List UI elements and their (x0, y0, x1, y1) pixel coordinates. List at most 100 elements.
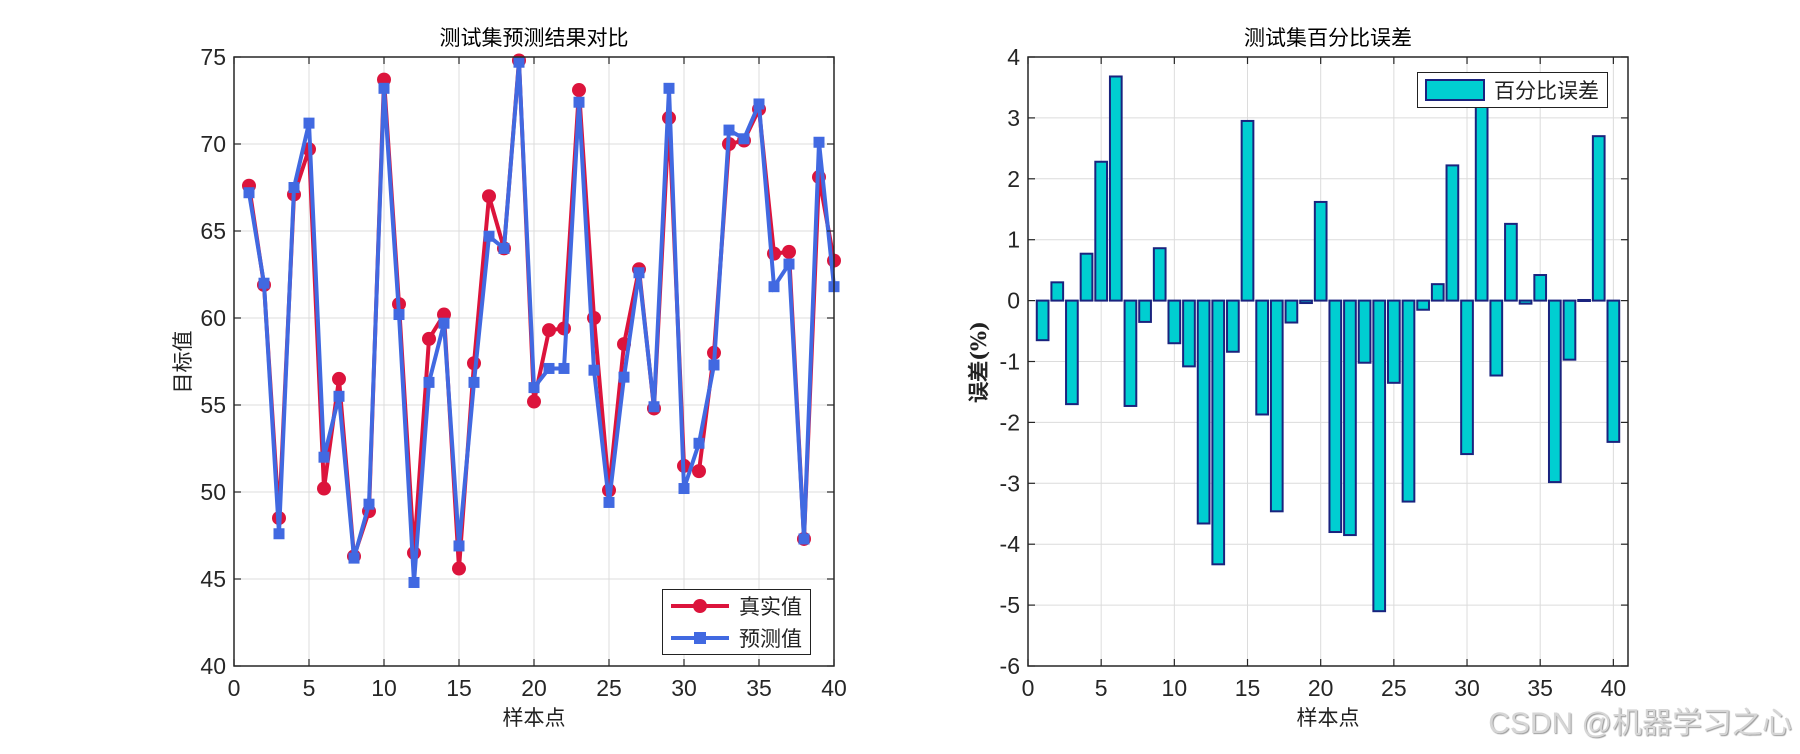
bar (1196, 299, 1211, 525)
data-point-circle (482, 189, 496, 204)
bar (1533, 274, 1548, 302)
x-tick-label: 15 (1235, 675, 1261, 701)
data-point-square (573, 96, 585, 108)
data-point-circle (422, 331, 436, 346)
bar (1035, 299, 1050, 342)
data-point-square (453, 540, 465, 552)
line-series-group (242, 53, 841, 588)
bar (1328, 299, 1343, 534)
bar (1211, 299, 1226, 566)
data-point-square (693, 437, 705, 449)
y-tick-label: 2 (1007, 166, 1020, 192)
y-tick-label: -1 (1000, 349, 1020, 375)
x-tick-label: 25 (1381, 675, 1407, 701)
data-point-square (588, 364, 600, 376)
data-point-square (258, 277, 270, 289)
data-point-square (738, 133, 750, 145)
x-tick-label: 20 (1308, 675, 1334, 701)
data-point-square (408, 576, 420, 588)
y-tick-label: 75 (200, 44, 226, 70)
x-tick-label: 10 (371, 675, 397, 701)
bar (1489, 299, 1504, 377)
bar (1401, 299, 1416, 503)
data-point-square (813, 136, 825, 148)
data-point-circle (317, 481, 331, 496)
bar (1460, 299, 1474, 456)
y-tick-label: 0 (1007, 288, 1020, 314)
data-point-circle (782, 244, 796, 259)
x-tick-label: 30 (1454, 675, 1480, 701)
data-point-circle (452, 561, 466, 576)
data-point-circle (692, 464, 706, 479)
bar (1357, 299, 1372, 364)
legend-label-actual: 真实值 (739, 595, 802, 619)
data-point-square (483, 230, 495, 242)
bar (1313, 200, 1328, 302)
data-point-square (333, 390, 345, 402)
bar (1416, 299, 1430, 311)
bar (1108, 75, 1123, 302)
bar (1123, 299, 1138, 407)
bar (1606, 299, 1621, 443)
data-point-square (618, 371, 630, 383)
x-tick-label: 5 (303, 675, 316, 701)
y-tick-label: -2 (1000, 409, 1020, 435)
data-point-circle (332, 371, 346, 386)
y-tick-label: 45 (200, 566, 226, 592)
bar (1152, 247, 1167, 302)
data-point-square (468, 376, 480, 388)
left-chart-title: 测试集预测结果对比 (439, 26, 629, 50)
legend-item-percent-error: 百分比误差 (1418, 73, 1607, 107)
data-point-square (513, 56, 525, 68)
bar-swatch-icon (1425, 79, 1485, 101)
left-chart-ylabel: 目标值 (171, 330, 195, 394)
bar (1094, 160, 1109, 302)
data-point-circle (527, 394, 541, 409)
data-point-square (423, 376, 435, 388)
data-point-square (393, 309, 405, 321)
bar (1050, 281, 1065, 302)
right-chart-title: 测试集百分比误差 (1244, 26, 1412, 50)
right-chart-legend: 百分比误差 (1417, 72, 1608, 108)
data-point-square (633, 267, 645, 279)
data-point-square (363, 498, 375, 510)
axes-frame: 0 5 10 15 20 25 30 35 40 -6 -5 -4 -3 -2 -1 0 1 2 3 4 (1000, 44, 1629, 701)
bar (1284, 299, 1299, 324)
x-tick-label: 25 (596, 675, 622, 701)
bar (1577, 298, 1591, 302)
watermark-text: CSDN @机器学习之心 (1488, 707, 1792, 740)
data-point-square (378, 82, 390, 94)
bar (1065, 299, 1079, 406)
data-point-square (603, 496, 615, 508)
x-tick-label: 40 (821, 675, 847, 701)
circle-marker-icon (671, 599, 729, 613)
x-tick-label: 10 (1162, 675, 1188, 701)
bar (1430, 283, 1445, 302)
y-tick-label: 65 (200, 218, 226, 244)
x-tick-label: 0 (1022, 675, 1035, 701)
y-tick-label: 4 (1007, 44, 1020, 70)
right-chart-xlabel: 样本点 (1296, 706, 1360, 730)
right-chart-ylabel: 误差(%) (966, 321, 991, 403)
legend-item-predicted: 预测值 (663, 622, 810, 654)
data-point-square (648, 401, 660, 413)
data-point-square (708, 359, 720, 371)
data-point-square (798, 533, 810, 545)
data-point-circle (572, 83, 586, 98)
x-tick-label: 20 (521, 675, 547, 701)
bar (1255, 299, 1270, 416)
x-tick-label: 0 (228, 675, 241, 701)
square-marker-icon (671, 632, 729, 644)
data-point-square (318, 451, 330, 463)
data-point-square (438, 317, 450, 329)
bar (1562, 299, 1577, 361)
bar (1547, 299, 1562, 484)
bar (1504, 222, 1518, 302)
data-point-square (723, 124, 735, 136)
bar (1240, 119, 1255, 302)
data-point-square (273, 528, 285, 540)
data-point-circle (542, 323, 556, 338)
bar (1269, 299, 1284, 513)
